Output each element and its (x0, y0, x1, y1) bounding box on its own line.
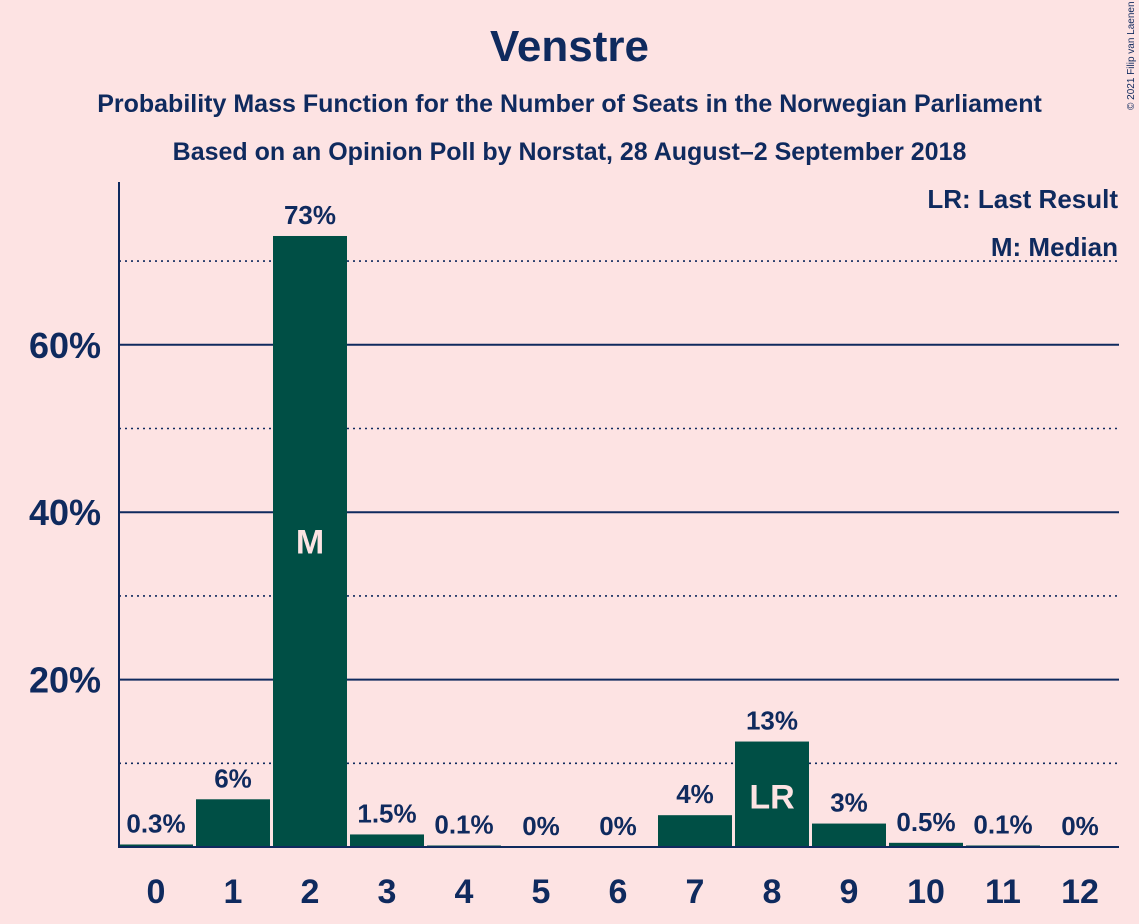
data-label: 0.5% (896, 807, 955, 837)
bar (658, 815, 732, 847)
x-tick-label: 0 (147, 873, 166, 911)
data-label: 0% (599, 811, 637, 841)
x-tick-label: 2 (301, 873, 320, 911)
data-label: 0.3% (126, 808, 185, 838)
x-tick-label: 7 (686, 873, 705, 911)
x-tick-label: 12 (1061, 873, 1099, 911)
data-label: 0.1% (434, 810, 493, 840)
y-tick-label: 40% (29, 492, 101, 533)
x-tick-label: 11 (985, 873, 1021, 911)
bar (735, 741, 809, 847)
x-tick-label: 8 (763, 873, 782, 911)
data-label: 0% (1061, 811, 1099, 841)
data-label: 6% (214, 763, 252, 793)
data-label: 0.1% (973, 810, 1032, 840)
x-tick-label: 4 (455, 873, 474, 911)
x-tick-label: 3 (378, 873, 397, 911)
bar (273, 235, 347, 848)
bar (812, 823, 886, 847)
x-tick-label: 1 (224, 873, 243, 911)
bar (889, 842, 963, 847)
data-label: 0% (522, 811, 560, 841)
bar (119, 844, 193, 847)
x-tick-label: 5 (532, 873, 551, 911)
legend-median: M: Median (990, 232, 1118, 262)
data-label: 4% (676, 779, 714, 809)
chart-subtitle-source: Based on an Opinion Poll by Norstat, 28 … (172, 138, 967, 166)
y-tick-label: 60% (29, 325, 101, 366)
bar (196, 799, 270, 847)
bar-marker-m: M (296, 523, 324, 561)
chart-subtitle: Probability Mass Function for the Number… (97, 90, 1042, 118)
y-tick-label: 20% (29, 660, 101, 701)
data-label: 13% (746, 706, 798, 736)
x-tick-label: 6 (609, 873, 628, 911)
chart-title: Venstre (490, 22, 649, 71)
data-label: 1.5% (357, 798, 416, 828)
data-label: 73% (284, 200, 336, 230)
x-tick-label: 10 (907, 873, 945, 911)
bar-marker-lr: LR (749, 778, 794, 816)
legend-last-result: LR: Last Result (927, 184, 1118, 214)
x-tick-label: 9 (840, 873, 859, 911)
bar (350, 834, 424, 847)
data-label: 3% (830, 788, 868, 818)
